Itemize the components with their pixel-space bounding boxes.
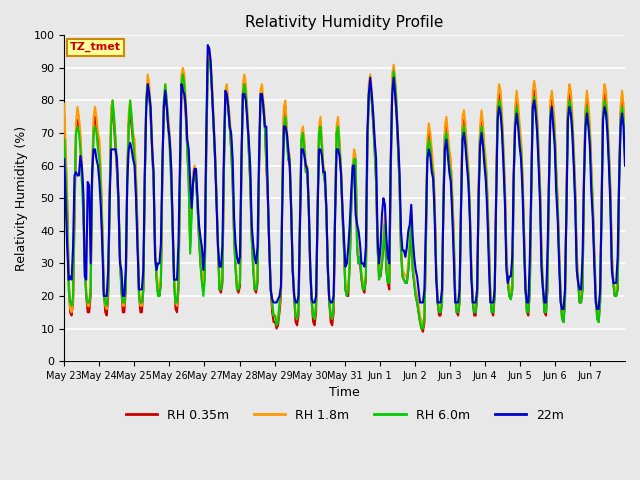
22m xyxy=(60,156,68,162)
22m xyxy=(97,205,105,211)
Line: 22m: 22m xyxy=(64,45,625,309)
RH 1.8m xyxy=(463,143,471,149)
RH 6.0m xyxy=(547,111,554,117)
RH 6.0m xyxy=(621,156,629,162)
RH 0.35m xyxy=(350,156,358,162)
RH 1.8m xyxy=(547,97,554,103)
RH 1.8m xyxy=(97,169,105,175)
RH 0.35m xyxy=(547,104,554,110)
22m xyxy=(350,163,358,168)
Line: RH 0.35m: RH 0.35m xyxy=(64,55,625,332)
22m xyxy=(461,143,469,149)
RH 1.8m xyxy=(419,323,427,328)
Line: RH 6.0m: RH 6.0m xyxy=(64,61,625,328)
RH 1.8m xyxy=(620,101,627,107)
Y-axis label: Relativity Humidity (%): Relativity Humidity (%) xyxy=(15,126,28,271)
RH 0.35m xyxy=(97,179,105,185)
RH 6.0m xyxy=(350,156,358,162)
RH 0.35m xyxy=(620,111,627,117)
22m xyxy=(558,306,566,312)
Line: RH 1.8m: RH 1.8m xyxy=(64,48,625,325)
22m xyxy=(204,42,212,48)
Title: Relativity Humidity Profile: Relativity Humidity Profile xyxy=(246,15,444,30)
RH 6.0m xyxy=(97,189,105,194)
Text: TZ_tmet: TZ_tmet xyxy=(70,42,121,52)
22m xyxy=(79,189,87,194)
22m xyxy=(621,163,629,168)
RH 6.0m xyxy=(463,156,471,162)
RH 6.0m xyxy=(418,325,426,331)
RH 0.35m xyxy=(621,146,629,152)
RH 1.8m xyxy=(79,195,87,201)
RH 0.35m xyxy=(419,329,427,335)
RH 6.0m xyxy=(620,117,627,123)
RH 0.35m xyxy=(79,202,87,208)
RH 6.0m xyxy=(60,137,68,143)
RH 1.8m xyxy=(205,46,213,51)
Legend: RH 0.35m, RH 1.8m, RH 6.0m, 22m: RH 0.35m, RH 1.8m, RH 6.0m, 22m xyxy=(120,404,569,427)
RH 6.0m xyxy=(79,212,87,217)
22m xyxy=(545,182,553,188)
X-axis label: Time: Time xyxy=(329,386,360,399)
RH 0.35m xyxy=(205,52,213,58)
RH 1.8m xyxy=(621,137,629,143)
RH 6.0m xyxy=(205,59,213,64)
RH 0.35m xyxy=(60,114,68,120)
RH 1.8m xyxy=(350,146,358,152)
22m xyxy=(620,124,627,130)
RH 0.35m xyxy=(463,153,471,159)
RH 1.8m xyxy=(60,101,68,107)
